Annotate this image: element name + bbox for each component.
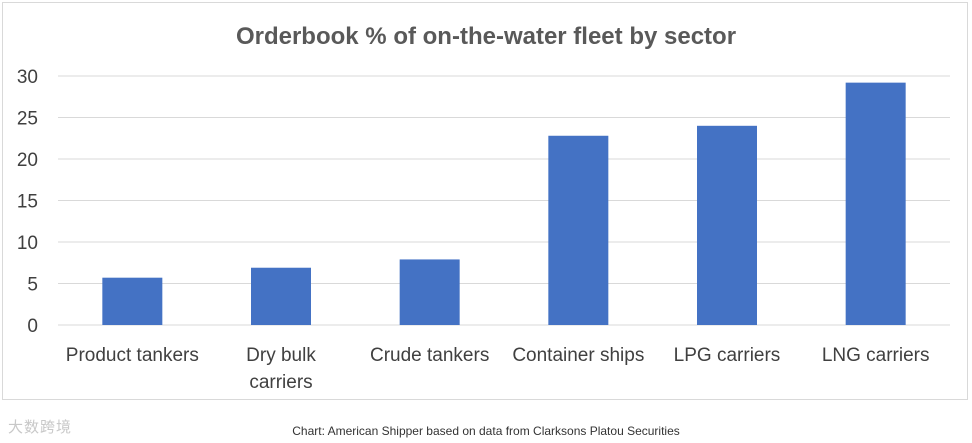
- x-tick-label: Product tankers: [66, 345, 199, 366]
- x-tick-label: LPG carriers: [674, 345, 781, 366]
- y-tick-label: 0: [27, 316, 38, 337]
- x-tick-label: Dry bulk carriers: [246, 345, 316, 393]
- x-tick-label: LNG carriers: [822, 345, 930, 366]
- bar-dry-bulk-carriers: [251, 267, 311, 325]
- y-tick-label: 10: [17, 233, 38, 254]
- watermark-text: 大数跨境: [8, 418, 73, 436]
- bar-crude-tankers: [399, 259, 460, 325]
- bar-lpg-carriers: [697, 125, 757, 325]
- y-tick-label: 5: [27, 275, 38, 296]
- bar-chart: Orderbook % of on-the-water fleet by sec…: [17, 23, 950, 393]
- x-tick-label: Container ships: [512, 345, 644, 366]
- bar-container-ships: [548, 135, 609, 325]
- chart-title: Orderbook % of on-the-water fleet by sec…: [236, 23, 736, 50]
- bar-product-tankers: [102, 277, 163, 325]
- chart-caption: Chart: American Shipper based on data fr…: [292, 424, 680, 438]
- x-axis-labels: Product tankers Dry bulk carriers Crude tan…: [66, 345, 930, 393]
- y-tick-label: 20: [17, 150, 38, 171]
- gridlines: [58, 75, 950, 326]
- x-tick-label: Crude tankers: [370, 345, 489, 366]
- bar-lng-carriers: [845, 82, 906, 325]
- bars: [102, 82, 906, 325]
- y-axis-ticks: 0 5 10 15 20 25 30: [17, 67, 38, 337]
- y-tick-label: 25: [17, 109, 38, 130]
- y-tick-label: 15: [17, 192, 38, 213]
- y-tick-label: 30: [17, 67, 38, 88]
